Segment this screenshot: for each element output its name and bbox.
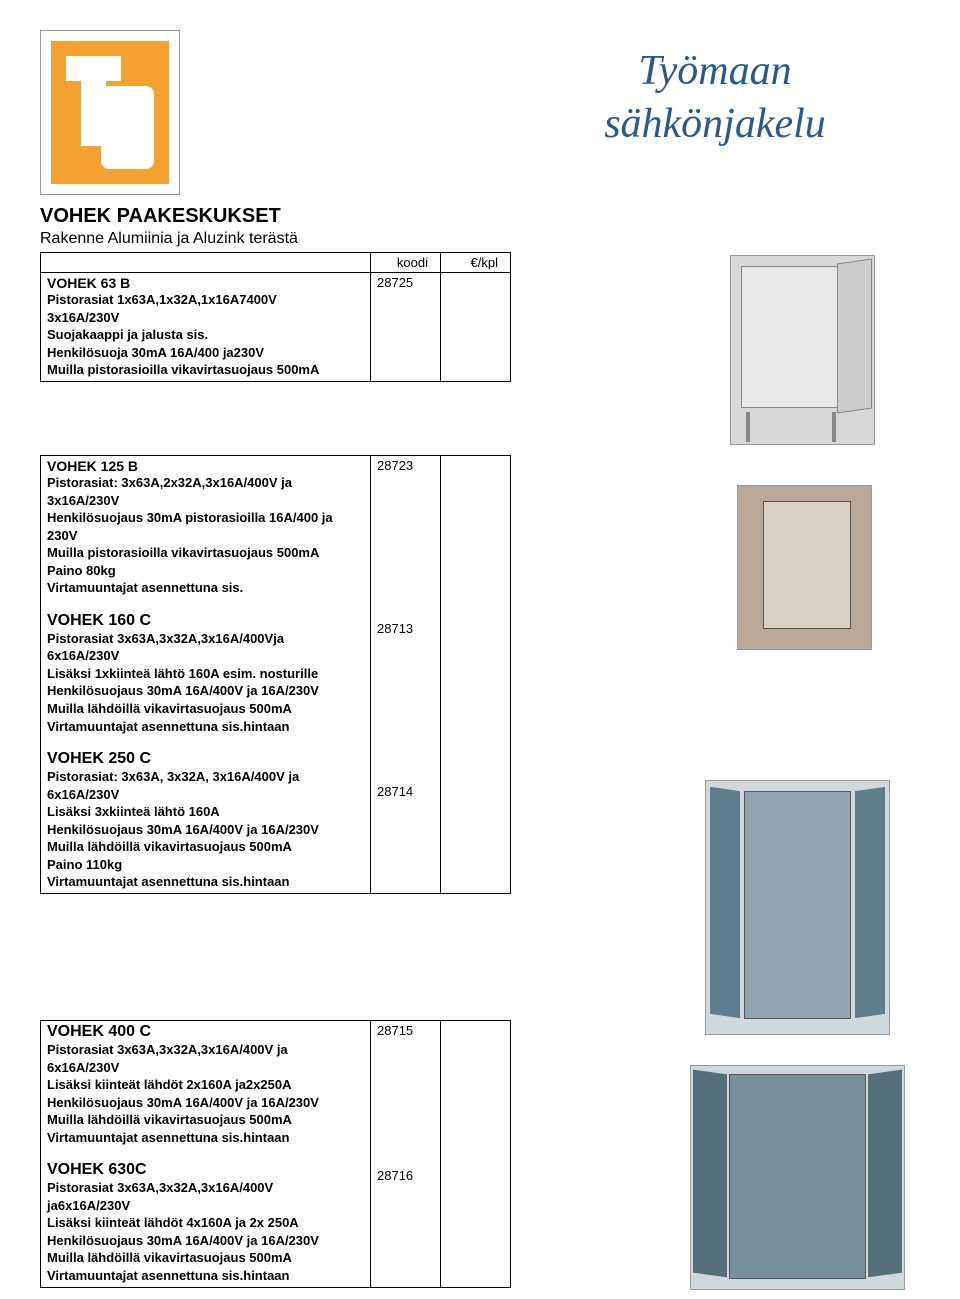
section-subtitle: Rakenne Alumiinia ja Aluzink terästä (40, 230, 298, 248)
product-table-1: koodi €/kpl VOHEK 63 B Pistorasiat 1x63A… (40, 252, 511, 382)
product-image-vohek630 (690, 1065, 905, 1290)
product-name: VOHEK 400 C (47, 1023, 364, 1041)
product-name: VOHEK 160 C (47, 612, 364, 630)
product-desc: Pistorasiat: 3x63A, 3x32A, 3x16A/400V ja… (47, 768, 364, 891)
header-price: €/kpl (441, 253, 511, 273)
title-line1: Työmaan (638, 48, 791, 94)
product-code: 28713 (377, 621, 413, 636)
product-code: 28725 (371, 273, 441, 382)
table-row: VOHEK 125 B Pistorasiat: 3x63A,2x32A,3x1… (41, 456, 511, 894)
page-title: Työmaan sähkönjakelu (520, 45, 910, 150)
table-row: VOHEK 400 C Pistorasiat 3x63A,3x32A,3x16… (41, 1021, 511, 1288)
product-image-vohek63 (730, 255, 875, 445)
product-name: VOHEK 125 B (47, 458, 364, 474)
product-code: 28714 (377, 784, 413, 799)
product-table-3: VOHEK 400 C Pistorasiat 3x63A,3x32A,3x16… (40, 1020, 511, 1288)
product-desc: Pistorasiat 3x63A,3x32A,3x16A/400Vja6x16… (47, 1179, 364, 1284)
title-line2: sähkönjakelu (604, 101, 826, 147)
product-name: VOHEK 250 C (47, 750, 364, 768)
product-desc: Pistorasiat 3x63A,3x32A,3x16A/400Vja6x16… (47, 630, 364, 735)
product-code: 28716 (377, 1168, 413, 1183)
product-name: VOHEK 630C (47, 1161, 364, 1179)
product-desc: Pistorasiat 3x63A,3x32A,3x16A/400V ja6x1… (47, 1041, 364, 1146)
product-image-vohek125 (737, 485, 872, 650)
product-table-2: VOHEK 125 B Pistorasiat: 3x63A,2x32A,3x1… (40, 455, 511, 894)
product-desc: Pistorasiat 1x63A,1x32A,1x16A7400V3x16A/… (47, 291, 364, 379)
section-title: VOHEK PAAKESKUKSET (40, 205, 281, 228)
company-logo (40, 30, 180, 195)
product-name: VOHEK 63 B (47, 275, 364, 291)
product-code: 28715 (377, 1023, 413, 1038)
table-row: VOHEK 63 B Pistorasiat 1x63A,1x32A,1x16A… (41, 273, 511, 382)
product-image-vohek250 (705, 780, 890, 1035)
header-code: koodi (371, 253, 441, 273)
product-desc: Pistorasiat: 3x63A,2x32A,3x16A/400V ja3x… (47, 474, 364, 597)
product-code: 28723 (377, 458, 413, 473)
